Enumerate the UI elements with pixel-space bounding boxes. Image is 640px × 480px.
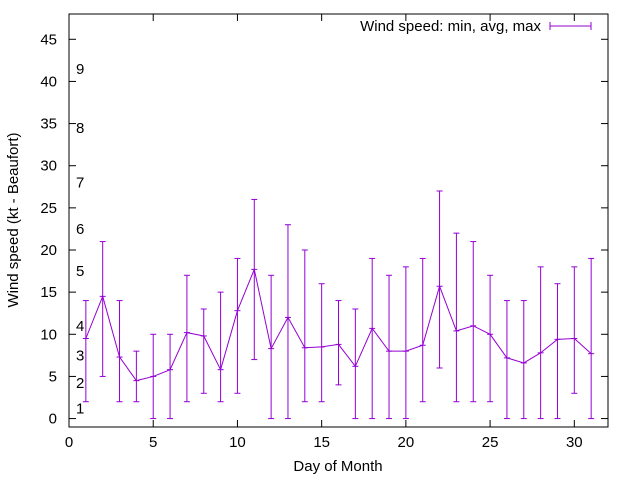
beaufort-label: 5: [76, 263, 84, 280]
y-tick-label: 35: [40, 116, 57, 133]
y-tick-label: 10: [40, 326, 57, 343]
x-tick-label: 30: [566, 434, 583, 451]
beaufort-label: 4: [76, 318, 84, 335]
y-tick-label: 15: [40, 284, 57, 301]
y-tick-label: 45: [40, 31, 57, 48]
y-axis-title: Wind speed (kt - Beaufort): [5, 132, 22, 307]
x-tick-label: 15: [313, 434, 330, 451]
y-tick-label: 20: [40, 242, 57, 259]
x-tick-label: 20: [398, 434, 415, 451]
series-layer: [82, 190, 595, 420]
y-tick-label: 40: [40, 73, 57, 90]
beaufort-label: 7: [76, 175, 84, 192]
x-tick-label: 25: [482, 434, 499, 451]
x-tick-label: 5: [149, 434, 157, 451]
plot-area: [68, 13, 609, 428]
beaufort-scale-labels: 1 2 3 4 5 6 7 8 9: [76, 61, 84, 418]
y-tick-label: 5: [49, 368, 57, 385]
y-tick-label: 25: [40, 200, 57, 217]
beaufort-label: 8: [76, 120, 84, 137]
beaufort-label: 1: [76, 400, 84, 417]
legend-label: Wind speed: min, avg, max: [360, 18, 541, 35]
x-tick-label: 0: [65, 434, 73, 451]
y-tick-label: 30: [40, 158, 57, 175]
x-axis-title: Day of Month: [293, 458, 382, 475]
beaufort-label: 2: [76, 375, 84, 392]
x-tick-label: 10: [229, 434, 246, 451]
beaufort-label: 3: [76, 347, 84, 364]
y-tick-label: 0: [49, 411, 57, 428]
legend: Wind speed: min, avg, max: [360, 18, 592, 35]
beaufort-label: 6: [76, 221, 84, 238]
beaufort-label: 9: [76, 61, 84, 78]
